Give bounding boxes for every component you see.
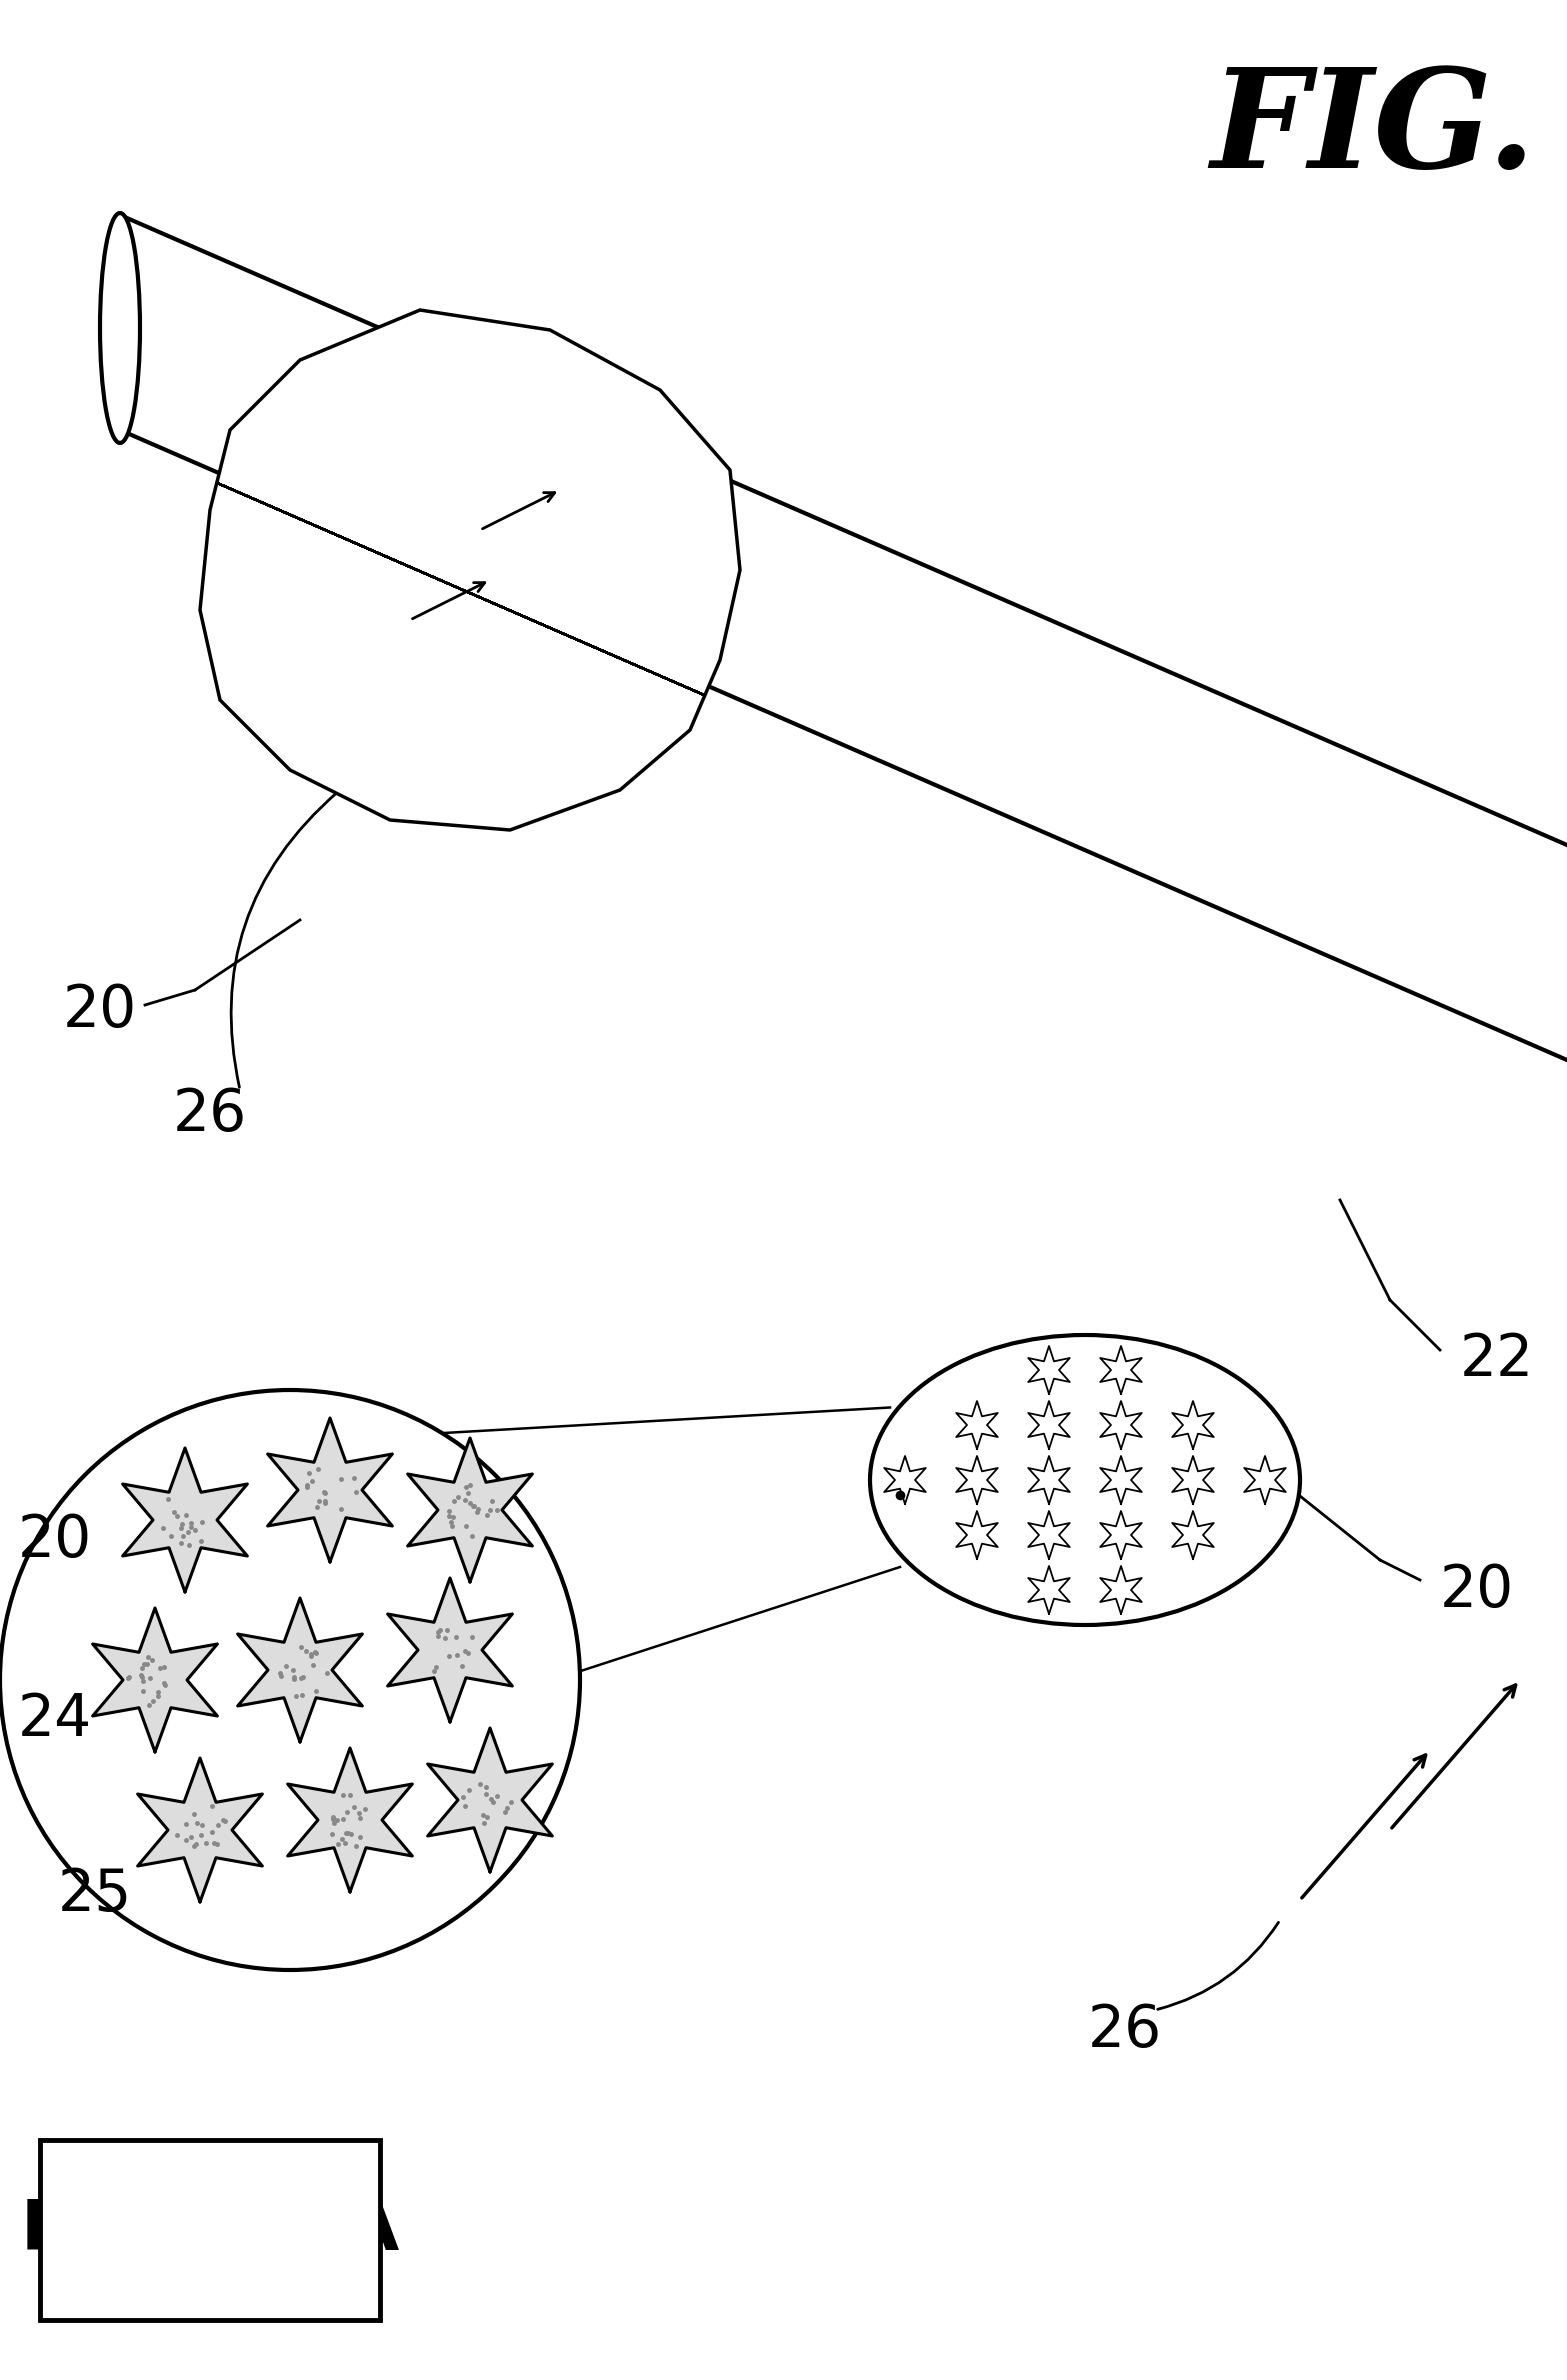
Polygon shape — [92, 1609, 218, 1752]
Polygon shape — [956, 1511, 998, 1559]
Polygon shape — [1028, 1402, 1070, 1449]
Polygon shape — [201, 309, 740, 831]
Polygon shape — [1172, 1457, 1214, 1504]
Text: 20: 20 — [1440, 1561, 1514, 1618]
Text: 20: 20 — [17, 1511, 92, 1568]
Polygon shape — [238, 1597, 362, 1742]
Text: 24: 24 — [17, 1692, 92, 1749]
Polygon shape — [1028, 1347, 1070, 1395]
Polygon shape — [428, 1728, 552, 1873]
Text: 20: 20 — [63, 981, 138, 1038]
Text: 26: 26 — [1087, 2002, 1163, 2059]
Polygon shape — [1100, 1511, 1142, 1559]
Text: 26: 26 — [172, 1088, 248, 1142]
Polygon shape — [1028, 1511, 1070, 1559]
Polygon shape — [268, 1418, 392, 1561]
Polygon shape — [1100, 1402, 1142, 1449]
FancyBboxPatch shape — [41, 2140, 381, 2320]
Polygon shape — [288, 1747, 412, 1892]
Polygon shape — [1100, 1566, 1142, 1614]
Polygon shape — [956, 1457, 998, 1504]
Polygon shape — [884, 1457, 926, 1504]
Polygon shape — [1172, 1402, 1214, 1449]
Polygon shape — [1172, 1511, 1214, 1559]
Text: 25: 25 — [58, 1866, 132, 1923]
Polygon shape — [1028, 1457, 1070, 1504]
Text: FIG. 1: FIG. 1 — [1210, 62, 1567, 198]
Polygon shape — [1244, 1457, 1287, 1504]
Text: Figure 1A: Figure 1A — [20, 2197, 400, 2263]
Polygon shape — [1100, 1347, 1142, 1395]
Circle shape — [0, 1390, 580, 1971]
Ellipse shape — [100, 212, 139, 443]
Text: 22: 22 — [1460, 1330, 1534, 1388]
Polygon shape — [956, 1402, 998, 1449]
Polygon shape — [407, 1438, 533, 1583]
Polygon shape — [138, 1759, 262, 1902]
Ellipse shape — [870, 1335, 1301, 1626]
Polygon shape — [1100, 1457, 1142, 1504]
Polygon shape — [387, 1578, 512, 1723]
Polygon shape — [122, 1447, 248, 1592]
Polygon shape — [1028, 1566, 1070, 1614]
